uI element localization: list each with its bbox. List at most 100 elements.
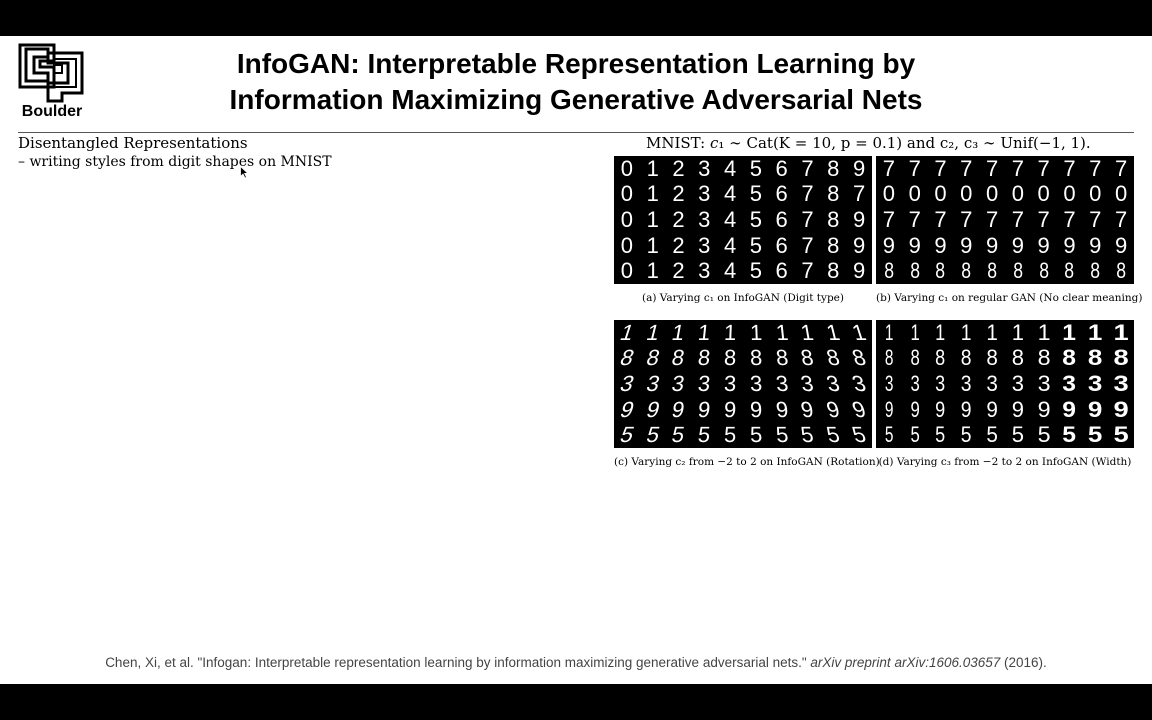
digit-cell: 0	[1108, 182, 1134, 208]
digit-cell: 9	[846, 233, 872, 259]
digit-cell: 9	[846, 258, 872, 284]
digit-glyph: 3	[723, 370, 737, 396]
digit-glyph: 9	[882, 232, 896, 258]
digit-cell: 0	[1031, 182, 1057, 208]
digit-glyph: 7	[1037, 206, 1050, 232]
digit-cell: 3	[820, 371, 846, 397]
digit-cell: 8	[769, 345, 795, 372]
digit-cell: 9	[846, 156, 872, 182]
digit-glyph: 7	[801, 258, 814, 284]
digit-glyph: 9	[696, 396, 712, 422]
digit-cell: 5	[820, 422, 846, 448]
digit-glyph: 3	[698, 156, 711, 181]
digit-cell: 8	[979, 258, 1005, 284]
section-heading: Disentangled Representations	[18, 134, 248, 152]
digit-glyph: 5	[696, 422, 712, 448]
citation-venue: arXiv preprint arXiv:1606.03657	[810, 655, 1001, 670]
digit-glyph: 3	[696, 370, 712, 396]
digit-cell: 9	[1031, 397, 1057, 423]
digit-cell: 0	[614, 207, 640, 233]
digit-glyph: 7	[1114, 206, 1128, 232]
digit-glyph: 8	[616, 345, 638, 371]
digit-cell: 3	[846, 371, 872, 397]
digit-cell: 5	[691, 422, 717, 448]
digit-cell: 7	[795, 258, 821, 284]
digit-cell: 8	[820, 345, 846, 372]
bullet-point: – writing styles from digit shapes on MN…	[18, 154, 332, 170]
digit-cell: 8	[902, 346, 928, 372]
digit-glyph: 8	[1062, 345, 1077, 371]
digit-glyph: 3	[848, 370, 870, 396]
digit-cell: 5	[717, 422, 743, 448]
digit-glyph: 6	[775, 156, 788, 181]
digit-cell: 5	[743, 258, 769, 284]
digit-glyph: 0	[1037, 181, 1050, 207]
mouse-cursor-icon	[240, 166, 249, 179]
digit-cell: 3	[691, 156, 717, 182]
digit-cell: 1	[614, 320, 640, 346]
digit-glyph: 0	[620, 156, 634, 181]
digit-cell: 9	[1057, 397, 1083, 423]
digit-cell: 0	[1057, 182, 1083, 208]
digit-glyph: 5	[986, 422, 998, 448]
digit-glyph: 4	[723, 232, 737, 258]
digit-cell: 5	[1057, 422, 1083, 448]
digit-glyph: 9	[986, 396, 998, 422]
digit-cell: 7	[1005, 156, 1031, 182]
digit-cell: 8	[820, 182, 846, 208]
digit-glyph: 7	[1089, 206, 1102, 232]
digit-glyph: 3	[1113, 370, 1129, 396]
digit-cell: 4	[717, 207, 743, 233]
digit-glyph: 1	[910, 320, 920, 345]
digit-glyph: 9	[1088, 396, 1103, 422]
digit-glyph: 9	[643, 396, 663, 422]
digit-cell: 8	[717, 345, 743, 372]
digit-glyph: 9	[852, 258, 866, 284]
digit-cell: 0	[1082, 182, 1108, 208]
digit-glyph: 0	[1063, 181, 1076, 207]
digit-glyph: 5	[749, 206, 762, 232]
digit-glyph: 1	[1011, 320, 1024, 345]
digit-cell: 3	[691, 207, 717, 233]
digit-cell: 8	[743, 345, 769, 372]
digit-cell: 3	[876, 371, 902, 397]
digit-cell: 9	[717, 397, 743, 423]
digit-cell: 1	[928, 320, 954, 346]
digit-glyph: 1	[1088, 320, 1103, 345]
digit-cell: 5	[743, 156, 769, 182]
digit-cell: 9	[902, 397, 928, 423]
digit-cell: 8	[1057, 346, 1083, 372]
digit-glyph: 3	[698, 232, 711, 258]
digit-glyph: 0	[934, 181, 947, 207]
digit-glyph: 1	[749, 320, 763, 345]
digit-cell: 8	[1108, 258, 1134, 284]
digit-cell: 3	[769, 371, 795, 397]
digit-glyph: 1	[1037, 320, 1051, 345]
digit-cell: 0	[928, 182, 954, 208]
digit-cell: 8	[1082, 258, 1108, 284]
digit-glyph: 5	[749, 181, 762, 207]
digit-glyph: 5	[1088, 422, 1103, 448]
digit-cell: 3	[979, 371, 1005, 397]
digit-cell: 7	[1057, 156, 1083, 182]
digit-glyph: 7	[1063, 156, 1076, 181]
digit-glyph: 5	[616, 422, 638, 448]
digit-glyph: 8	[827, 206, 840, 232]
digit-cell: 3	[953, 371, 979, 397]
digit-glyph: 9	[1037, 232, 1050, 258]
digit-cell: 1	[953, 320, 979, 346]
title-divider	[18, 132, 1134, 133]
figure-title-prefix: MNIST:	[646, 134, 710, 152]
digit-cell: 1	[640, 320, 666, 346]
digit-glyph: 7	[801, 156, 814, 181]
digit-cell: 3	[666, 371, 692, 397]
digit-glyph: 3	[823, 370, 843, 396]
digit-glyph: 6	[775, 232, 788, 258]
digit-glyph: 8	[1116, 258, 1126, 284]
digit-glyph: 8	[774, 345, 790, 371]
digit-cell: 0	[614, 233, 640, 259]
